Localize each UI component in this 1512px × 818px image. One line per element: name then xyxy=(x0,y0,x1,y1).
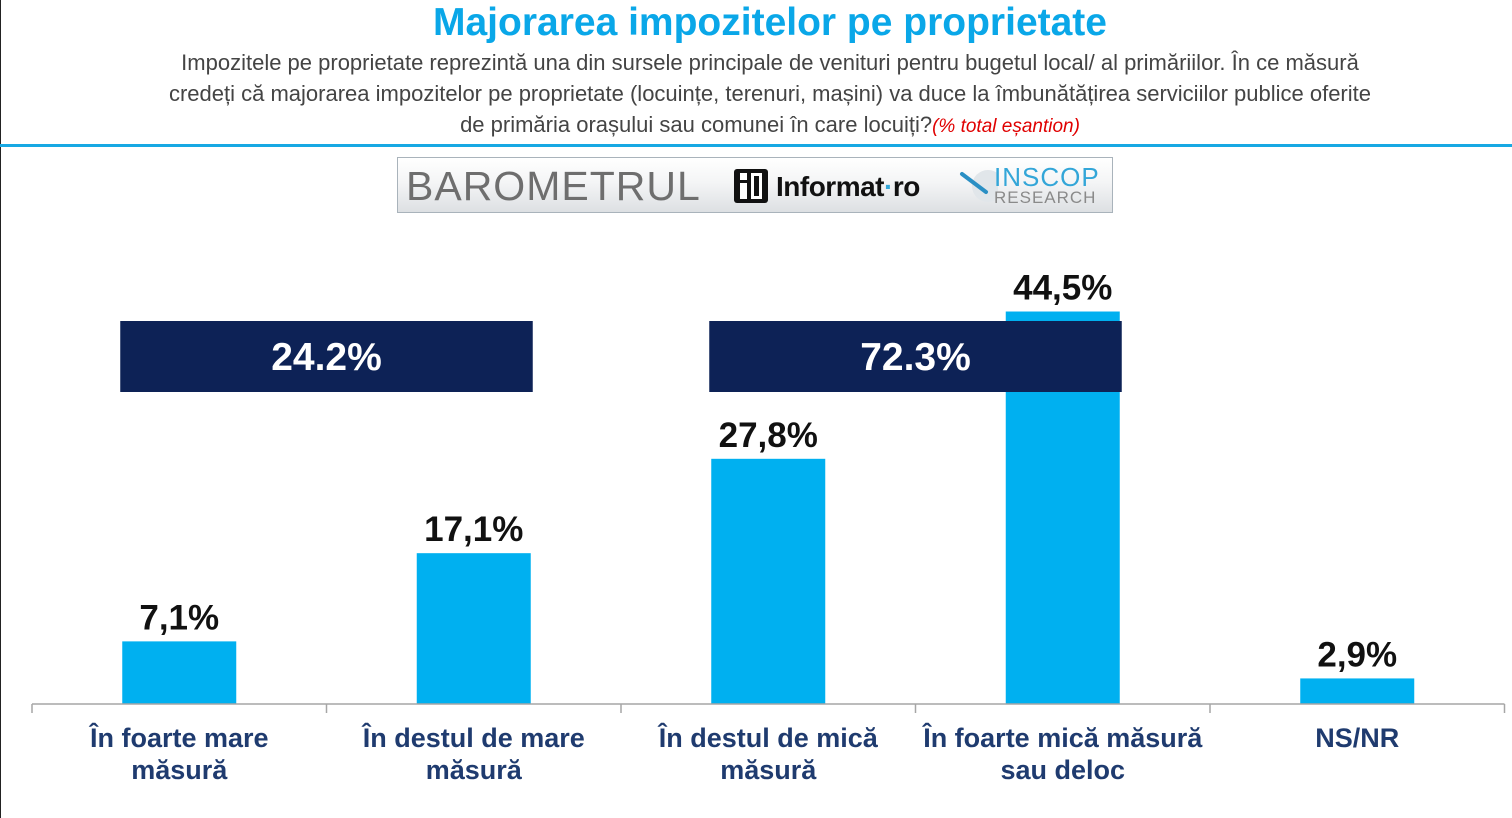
informat-tld: ro xyxy=(892,171,921,202)
category-label: NS/NR xyxy=(1315,723,1399,753)
informat-wordmark: Informat·ro xyxy=(776,171,920,203)
informat-main: Informat xyxy=(776,171,885,202)
inscop-logo: INSCOP RESEARCH xyxy=(958,162,1108,210)
category-label: În destul de mică măsură xyxy=(657,722,879,785)
bar xyxy=(416,553,531,704)
subtitle-line-2: credeți că majorarea impozitelor pe prop… xyxy=(168,81,1371,106)
inscop-research-label: RESEARCH xyxy=(994,188,1097,207)
group-total-label: 72.3% xyxy=(860,336,971,379)
group-total-label: 24.2% xyxy=(271,336,382,379)
category-label: În foarte mare măsură xyxy=(88,722,269,785)
bar xyxy=(711,458,826,704)
left-border xyxy=(0,0,1,818)
subtitle-line-3: de primăria orașului sau comunei în care… xyxy=(60,109,1480,142)
informat-i-icon xyxy=(734,169,768,203)
data-label: 17,1% xyxy=(424,510,523,549)
category-label: În destul de mare măsură xyxy=(361,722,585,785)
header-divider xyxy=(0,144,1512,147)
subtitle-question-end: de primăria orașului sau comunei în care… xyxy=(460,112,933,137)
bar xyxy=(1300,678,1415,704)
page-title: Majorarea impozitelor pe proprietate xyxy=(433,1,1107,44)
data-label: 27,8% xyxy=(719,416,818,455)
inscop-wordmark: INSCOP xyxy=(994,162,1100,192)
bar xyxy=(122,641,237,704)
data-label: 7,1% xyxy=(139,598,219,637)
informat-dot: · xyxy=(884,171,893,202)
barometru-logo-banner: BAROMETRUL Informat·ro INSCOP RESEARCH xyxy=(397,157,1113,213)
group-total-box xyxy=(709,321,1122,392)
data-label: 2,9% xyxy=(1317,635,1397,674)
inscop-swoosh-icon xyxy=(960,170,998,202)
sample-note: (% total eșantion) xyxy=(932,116,1080,137)
subtitle-line-1: Impozitele pe proprietate reprezintă una… xyxy=(181,50,1359,75)
barometrul-wordmark: BAROMETRUL xyxy=(406,163,701,209)
category-label: În foarte mică măsură sau deloc xyxy=(921,722,1203,785)
group-total-box xyxy=(120,321,533,392)
data-label: 44,5% xyxy=(1013,269,1112,308)
